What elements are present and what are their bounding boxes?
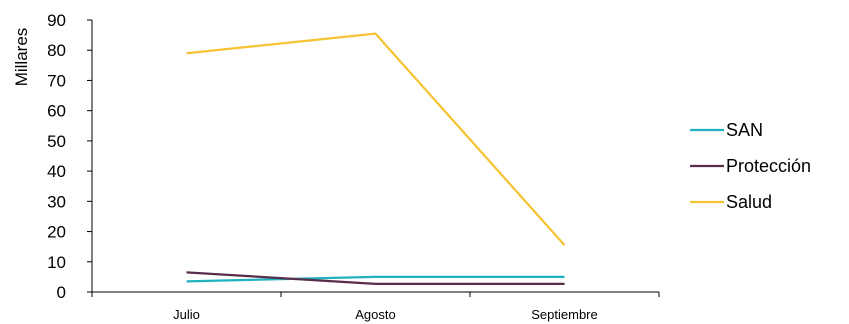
y-tick-label: 60 [47, 102, 66, 121]
legend: SAN Protección Salud [690, 120, 811, 212]
legend-label-proteccion: Protección [726, 156, 811, 176]
legend-label-salud: Salud [726, 192, 772, 212]
y-tick-label: 30 [47, 192, 66, 211]
x-tick-label: Agosto [355, 307, 395, 322]
y-tick-label: 10 [47, 253, 66, 272]
y-axis-ticks: 0 10 20 30 40 50 60 70 80 90 [47, 11, 92, 302]
x-axis: Julio Agosto Septiembre [91, 291, 660, 322]
y-tick-label: 90 [47, 11, 66, 30]
y-tick-label: 40 [47, 162, 66, 181]
series-line-san [186, 275, 565, 283]
series-line-proteccion [186, 271, 565, 285]
series-lines [186, 32, 566, 285]
y-tick-label: 0 [57, 283, 66, 302]
series-line-salud [186, 32, 566, 246]
y-tick-label: 20 [47, 223, 66, 242]
y-tick-label: 70 [47, 71, 66, 90]
y-tick-label: 50 [47, 132, 66, 151]
x-tick-label: Septiembre [531, 307, 597, 322]
legend-label-san: SAN [726, 120, 763, 140]
y-axis-title: Millares [12, 28, 31, 87]
y-tick-label: 80 [47, 41, 66, 60]
x-tick-label: Julio [173, 307, 200, 322]
